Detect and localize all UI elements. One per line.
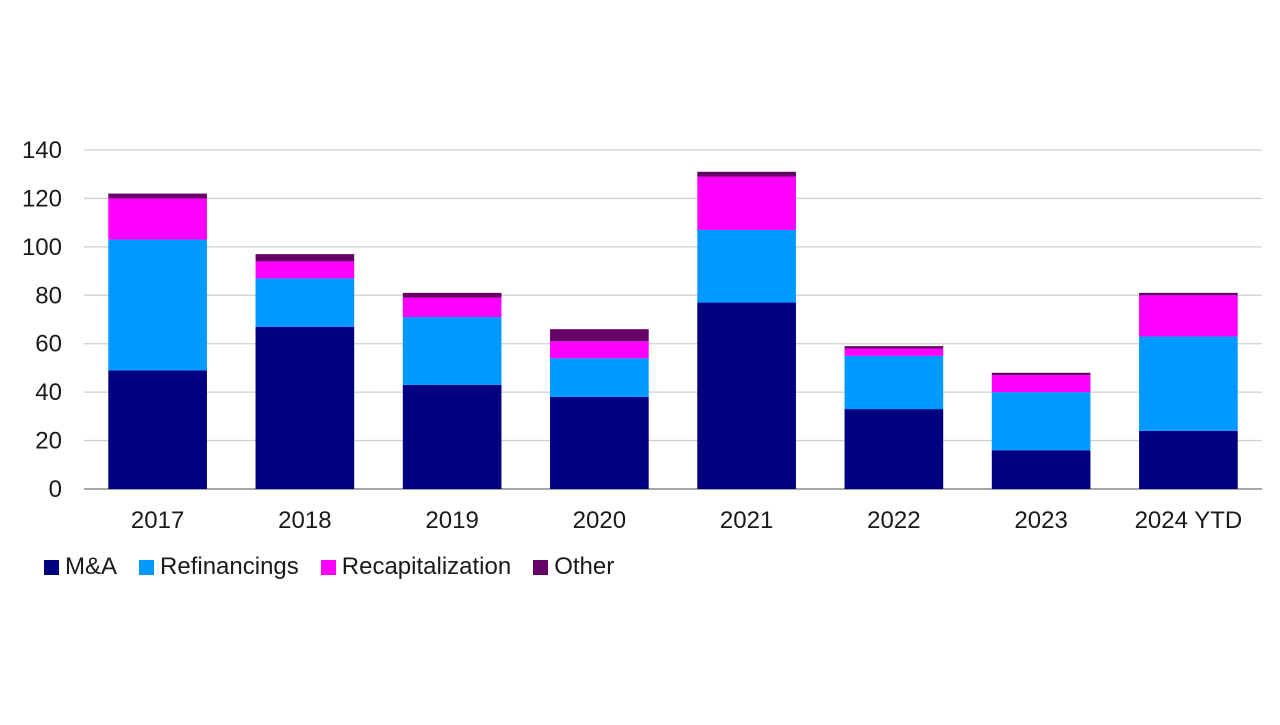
x-tick-label-2024-ytd: 2024 YTD xyxy=(1135,507,1243,534)
bar-other-2023 xyxy=(991,372,1091,376)
bar-m-a-2024-ytd xyxy=(1139,430,1238,489)
y-tick-label-20: 20 xyxy=(35,428,62,455)
bar-m-a-2017 xyxy=(108,370,207,489)
legend-swatch-other xyxy=(533,559,549,575)
bar-refinancings-2019 xyxy=(402,317,502,385)
legend-label-other: Other xyxy=(554,553,615,580)
bar-recapitalization-2020 xyxy=(550,341,649,359)
legend-swatch-refinancings xyxy=(139,559,155,575)
bar-refinancings-2021 xyxy=(697,229,796,303)
legend-swatch-recapitalization xyxy=(320,559,336,575)
bar-refinancings-2024-ytd xyxy=(1139,336,1238,431)
legend-label-recapitalization: Recapitalization xyxy=(341,553,512,580)
bar-refinancings-2017 xyxy=(108,239,207,371)
bar-other-2017 xyxy=(108,193,207,199)
bar-refinancings-2020 xyxy=(550,358,649,397)
x-tick-label-2020: 2020 xyxy=(573,507,626,534)
bar-recapitalization-2022 xyxy=(844,348,944,356)
y-tick-label-0: 0 xyxy=(49,476,62,503)
x-tick-label-2023: 2023 xyxy=(1014,507,1067,534)
legend-label-ma: M&A xyxy=(65,553,118,580)
bar-recapitalization-2018 xyxy=(255,261,355,279)
bar-other-2019 xyxy=(402,292,502,298)
bar-recapitalization-2023 xyxy=(991,375,1091,393)
bar-recapitalization-2019 xyxy=(402,297,502,318)
y-tick-label-60: 60 xyxy=(35,331,62,358)
bar-other-2022 xyxy=(844,346,944,349)
bar-other-2018 xyxy=(255,254,355,262)
x-tick-label-2022: 2022 xyxy=(867,507,920,534)
legend-label-refinancings: Refinancings xyxy=(160,553,299,580)
x-tick-label-2021: 2021 xyxy=(720,507,773,534)
bar-other-2024-ytd xyxy=(1139,292,1238,296)
bar-m-a-2023 xyxy=(991,450,1091,489)
bar-m-a-2022 xyxy=(844,409,944,489)
legend-swatch-ma xyxy=(44,559,59,575)
y-tick-label-100: 100 xyxy=(22,234,62,261)
bar-refinancings-2022 xyxy=(844,355,944,410)
x-tick-label-2018: 2018 xyxy=(278,507,331,534)
bar-other-2021 xyxy=(697,171,796,177)
bar-m-a-2020 xyxy=(550,396,649,489)
x-tick-label-2017: 2017 xyxy=(131,507,184,534)
legend-item-other: Other xyxy=(533,553,614,581)
bar-m-a-2021 xyxy=(697,302,796,489)
x-tick-label-2019: 2019 xyxy=(425,507,478,534)
y-tick-label-40: 40 xyxy=(35,379,62,406)
bar-recapitalization-2021 xyxy=(697,176,796,230)
legend-item-recapitalization: Recapitalization xyxy=(320,553,512,581)
y-tick-label-120: 120 xyxy=(22,185,62,212)
legend: M&A Refinancings Recapitalization Other xyxy=(44,553,614,581)
bar-m-a-2019 xyxy=(402,384,502,489)
bar-recapitalization-2024-ytd xyxy=(1139,295,1238,337)
bar-other-2020 xyxy=(550,329,649,342)
bar-refinancings-2018 xyxy=(255,278,355,327)
y-tick-label-80: 80 xyxy=(35,282,62,309)
bar-recapitalization-2017 xyxy=(108,198,207,240)
bar-m-a-2018 xyxy=(255,326,355,489)
bar-refinancings-2023 xyxy=(991,392,1091,451)
legend-item-ma: M&A xyxy=(44,553,117,581)
legend-item-refinancings: Refinancings xyxy=(139,553,299,581)
y-tick-label-140: 140 xyxy=(22,137,62,164)
